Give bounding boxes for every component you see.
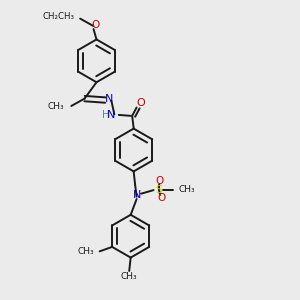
Text: CH₃: CH₃ <box>178 185 195 194</box>
Text: N: N <box>106 110 115 120</box>
Text: S: S <box>155 184 163 194</box>
Text: O: O <box>91 20 99 30</box>
Text: CH₃: CH₃ <box>77 247 94 256</box>
Text: CH₃: CH₃ <box>121 272 137 280</box>
Text: O: O <box>157 193 165 202</box>
Text: N: N <box>105 94 113 104</box>
Text: N: N <box>132 190 141 200</box>
Text: CH₂CH₃: CH₂CH₃ <box>42 12 74 21</box>
Text: H: H <box>102 110 110 120</box>
Text: O: O <box>155 176 164 186</box>
Text: CH₃: CH₃ <box>47 101 64 110</box>
Text: O: O <box>137 98 146 108</box>
